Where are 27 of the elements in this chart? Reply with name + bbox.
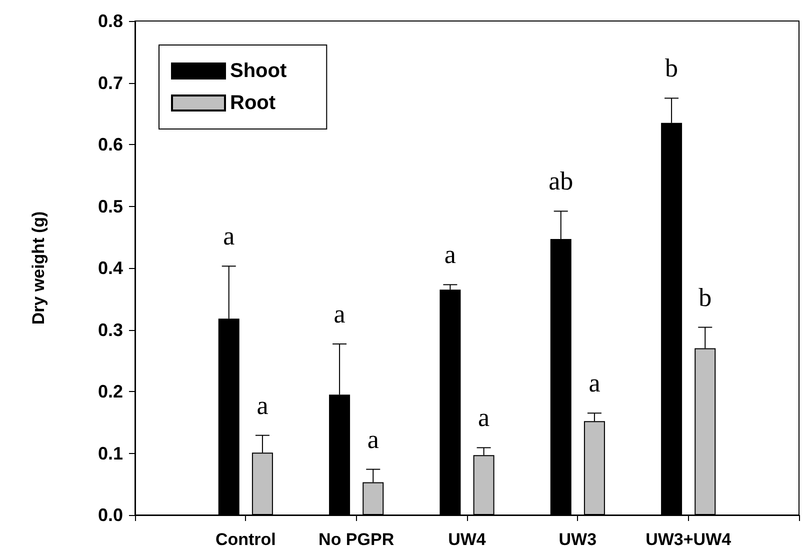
data-label: ab [548,166,574,196]
x-tick-label: No PGPR [318,530,394,549]
y-tick-label: 0.8 [98,11,123,31]
data-label: a [444,240,456,270]
x-tick-label: UW3 [558,530,597,549]
data-label: a [256,390,269,420]
legend-label: Root [230,92,276,114]
x-tick-label: UW4 [448,530,486,549]
data-label: a [223,222,236,251]
y-tick-label: 0.6 [98,134,123,154]
y-tick-label: 0.7 [98,72,123,93]
y-tick-label: 0.5 [98,196,123,216]
y-tick-label: 0.3 [98,320,123,340]
y-tick-label: 0.0 [98,505,123,525]
data-label: a [588,368,601,398]
data-label: b [665,54,678,83]
y-axis-title: Dry weight (g) [29,211,48,325]
y-tick-label: 0.4 [98,258,123,278]
data-label: b [698,282,712,312]
data-label: a [334,299,346,328]
y-tick-label: 0.2 [98,382,123,402]
y-tick-label: 0.1 [98,443,123,464]
data-label: a [478,403,490,432]
data-label: a [367,424,380,454]
x-tick-label: UW3+UW4 [646,530,732,549]
x-tick-label: Control [215,530,276,549]
legend-label: Shoot [230,60,287,82]
